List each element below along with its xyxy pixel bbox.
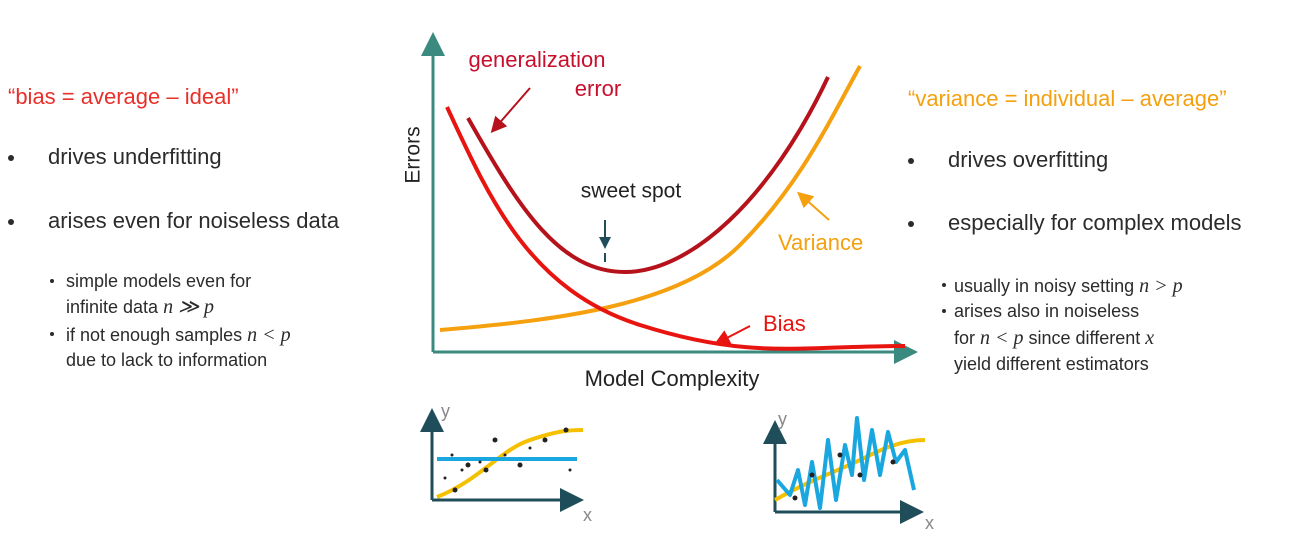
label: error (575, 76, 621, 101)
math: n ≫ p (163, 296, 215, 318)
sub-bullet-line: usually in noisy setting n > p (954, 276, 1183, 296)
math: x (1145, 327, 1155, 349)
math: n > p (1139, 275, 1183, 297)
arrow (490, 87, 531, 134)
arrow (713, 325, 751, 345)
label: Variance (778, 230, 863, 255)
text: yield different estimators (954, 354, 1149, 374)
bullet (8, 219, 14, 225)
sub-bullet (50, 279, 54, 283)
text: usually in noisy setting (954, 276, 1140, 296)
sub-bullet-line: arises also in noiseless (954, 302, 1139, 320)
sub-bullet-line: due to lack to information (66, 351, 267, 369)
bullet-text: arises even for noiseless data (48, 208, 340, 233)
generalization-curve (466, 76, 830, 275)
sub-bullet-line: if not enough samples n < p (66, 325, 291, 345)
variance-curve (439, 65, 862, 332)
sub-bullet (942, 283, 946, 287)
text: due to lack to information (66, 350, 268, 370)
text: simple models even for (66, 271, 252, 291)
variance-quote: “variance = individual – average” (908, 86, 1227, 111)
axis-label: x (925, 513, 934, 533)
sub-bullet-line: infinite data n ≫ p (66, 297, 214, 317)
text: arises also in noiseless (954, 301, 1140, 321)
math: n < p (980, 327, 1024, 349)
bullet (908, 221, 914, 227)
bias-quote: “bias = average – ideal” (8, 84, 239, 109)
sub-bullet (50, 332, 54, 336)
bias-curve (445, 106, 906, 351)
text: since different (1023, 328, 1146, 348)
label: Bias (763, 311, 806, 336)
label: sweet spot (581, 180, 682, 203)
axis-label: x (583, 505, 592, 525)
bullet (908, 158, 914, 164)
bullet-text: drives overfitting (948, 147, 1109, 172)
axis-label: Errors (402, 126, 425, 183)
axis-label: y (441, 401, 450, 421)
sub-bullet-line: for n < p since different x (954, 328, 1154, 348)
bullet-text: drives underfitting (48, 144, 222, 169)
math: n < p (247, 324, 291, 346)
text: if not enough samples (66, 325, 248, 345)
bullet (8, 155, 14, 161)
text: for (954, 328, 981, 348)
label: generalization (469, 47, 606, 72)
text: infinite data (66, 297, 164, 317)
bullet-text: especially for complex models (948, 210, 1242, 235)
main-axes (421, 32, 918, 364)
small-plot-overfit: y x (763, 409, 934, 533)
sub-bullet (942, 309, 946, 313)
arrow (797, 191, 830, 221)
axis-label: y (778, 409, 787, 429)
small-plot-underfit: y x (420, 401, 592, 525)
sub-bullet-line: yield different estimators (954, 355, 1149, 373)
axis-label: Model Complexity (585, 366, 760, 391)
sub-bullet-line: simple models even for (66, 272, 251, 290)
